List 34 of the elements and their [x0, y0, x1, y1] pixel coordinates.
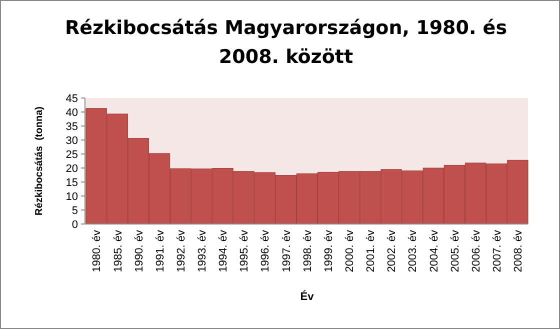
- y-tick-label: 40: [66, 106, 78, 119]
- x-tick-label: 2004. év: [428, 230, 440, 272]
- x-tick-label: 1992. év: [175, 230, 188, 272]
- y-tick-label: 10: [66, 190, 78, 203]
- y-tick-label: 30: [66, 134, 78, 147]
- y-tick-label: 0: [72, 218, 78, 231]
- x-axis-title: Év: [300, 290, 315, 303]
- x-tick-label: 2005. év: [449, 230, 462, 272]
- x-tick-label: 1991. év: [154, 230, 166, 272]
- x-tick-label: 1996. év: [260, 230, 272, 272]
- x-tick-label: 1998. év: [302, 230, 314, 272]
- x-tick-label: 1995. év: [238, 230, 251, 272]
- y-axis-title: Rézkibocsátás (tonna): [34, 106, 45, 216]
- y-tick-label: 35: [66, 120, 78, 133]
- x-tick-label: 2001. év: [365, 230, 378, 272]
- x-tick-label: 2007. év: [491, 230, 504, 272]
- x-tick-label: 1993. év: [196, 230, 209, 272]
- x-tick-label: 1985. év: [112, 230, 124, 272]
- x-tick-label: 2008. év: [512, 230, 525, 272]
- y-tick-label: 25: [66, 148, 78, 161]
- y-tick-label: 20: [66, 162, 78, 175]
- x-tick-label: 1997. év: [280, 230, 293, 272]
- chart-title: Rézkibocsátás Magyarországon, 1980. és 2008. között: [64, 17, 508, 68]
- x-tick-label: 2006. év: [470, 230, 482, 272]
- x-tick-label: 1994. év: [218, 230, 230, 272]
- x-tick-label: 2000. év: [344, 230, 356, 272]
- x-tick-label: 2003. év: [407, 230, 420, 272]
- x-tick-label: 1999. év: [322, 230, 335, 272]
- y-tick-label: 15: [66, 176, 78, 189]
- x-tick-label: 2002. év: [386, 230, 398, 272]
- y-tick-label: 5: [72, 204, 78, 217]
- y-tick-label: 45: [66, 92, 78, 105]
- x-tick-label: 1990. év: [133, 230, 146, 272]
- x-tick-label: 1980. év: [91, 230, 104, 272]
